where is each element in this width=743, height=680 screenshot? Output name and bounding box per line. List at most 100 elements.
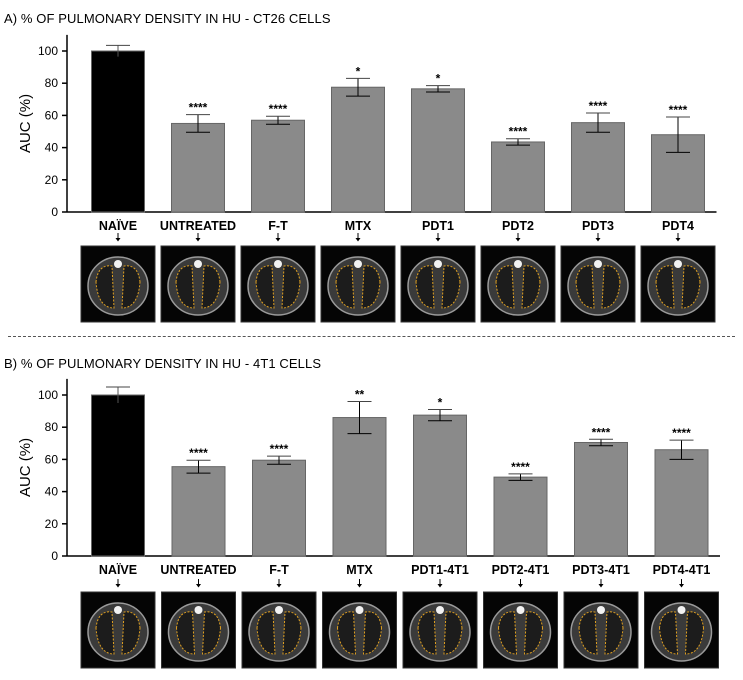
arrowhead-pb-6 [598, 584, 604, 588]
ct-spine-pa-6 [594, 260, 602, 268]
chart-title-b: B) % OF PULMONARY DENSITY IN HU - 4T1 CE… [4, 356, 322, 371]
panel-a: A) % OF PULMONARY DENSITY IN HU - CT26 C… [0, 0, 743, 330]
y-tick-label-pb: 0 [51, 549, 58, 563]
x-tick-label-pa-7: PDT4 [662, 219, 694, 233]
y-axis-label-pa: AUC (%) [17, 94, 34, 153]
x-tick-label-pa-0: NAÏVE [99, 218, 137, 233]
ct-right-lung-pb-2 [282, 611, 302, 655]
arrowhead-pb-1 [196, 584, 201, 588]
arrowhead-pa-5 [515, 238, 521, 242]
ct-left-lung-pb-4 [417, 611, 437, 655]
bar-pb-3 [332, 417, 387, 557]
bar-pb-4 [413, 414, 467, 557]
ct-spine-pb-7 [677, 606, 686, 614]
x-tick-label-pb-0: NAÏVE [99, 562, 137, 577]
y-tick-label-pb: 60 [45, 452, 59, 466]
bar-pb-6 [574, 441, 628, 557]
y-tick-label-pa: 0 [51, 205, 58, 219]
ct-spine-pb-2 [275, 606, 283, 614]
ct-right-lung-pa-5 [521, 265, 541, 309]
ct-spine-pb-6 [597, 606, 605, 614]
ct-spine-pa-2 [274, 260, 282, 268]
ct-right-lung-pb-3 [362, 611, 383, 655]
bar-pa-3 [331, 86, 385, 213]
arrowhead-pb-0 [115, 584, 121, 588]
x-tick-label-pb-5: PDT2-4T1 [492, 563, 550, 577]
ct-left-lung-pa-0 [95, 265, 115, 309]
ct-spine-pa-0 [114, 260, 122, 268]
arrowhead-pb-4 [437, 584, 443, 588]
x-tick-label-pb-3: MTX [346, 563, 373, 577]
ct-right-lung-pa-0 [121, 265, 141, 309]
x-tick-label-pa-2: F-T [268, 219, 288, 233]
ct-left-lung-pa-1 [175, 265, 195, 309]
ct-spine-pa-1 [194, 260, 202, 268]
x-tick-label-pa-1: UNTREATED [160, 219, 236, 233]
panel-divider [8, 336, 735, 337]
arrowhead-pa-0 [115, 238, 121, 242]
ct-left-lung-pa-5 [495, 265, 515, 309]
arrowhead-pa-4 [435, 238, 441, 242]
arrowhead-pa-7 [675, 238, 681, 242]
ct-spine-pa-7 [674, 260, 682, 268]
significance-label-pb-5: **** [511, 460, 530, 474]
ct-spine-pb-0 [114, 606, 122, 614]
significance-label-pa-5: **** [509, 125, 528, 139]
x-tick-label-pb-4: PDT1-4T1 [411, 563, 469, 577]
significance-label-pa-7: **** [669, 103, 688, 117]
y-tick-label-pa: 100 [38, 44, 58, 58]
ct-left-lung-pb-5 [497, 611, 518, 655]
bar-pa-1 [171, 122, 225, 213]
x-tick-label-pb-6: PDT3-4T1 [572, 563, 630, 577]
arrowhead-pb-3 [357, 584, 362, 588]
x-tick-label-pa-6: PDT3 [582, 219, 614, 233]
ct-right-lung-pb-0 [121, 611, 141, 655]
arrowhead-pb-2 [276, 584, 282, 588]
bar-pa-5 [491, 141, 545, 213]
ct-left-lung-pa-2 [255, 265, 275, 309]
arrowhead-pa-2 [275, 238, 281, 242]
bar-pa-0 [91, 50, 145, 213]
ct-right-lung-pb-6 [604, 611, 624, 655]
significance-label-pb-7: **** [672, 426, 691, 440]
significance-label-pb-3: ** [355, 387, 365, 401]
y-tick-label-pa: 80 [45, 76, 59, 90]
y-tick-label-pb: 100 [38, 388, 58, 402]
y-tick-label-pb: 80 [45, 420, 59, 434]
significance-label-pa-3: * [356, 64, 361, 78]
x-tick-label-pa-5: PDT2 [502, 219, 534, 233]
ct-right-lung-pa-7 [681, 265, 701, 309]
bar-pb-5 [493, 476, 548, 557]
y-tick-label-pa: 60 [45, 108, 59, 122]
bar-pb-1 [171, 466, 226, 557]
bar-pa-6 [571, 122, 625, 213]
ct-left-lung-pb-2 [256, 611, 276, 655]
ct-right-lung-pb-4 [443, 611, 463, 655]
bar-pb-7 [654, 449, 709, 557]
bar-pb-0 [91, 394, 145, 557]
ct-left-lung-pa-3 [335, 265, 355, 309]
ct-left-lung-pa-4 [415, 265, 435, 309]
ct-left-lung-pa-7 [655, 265, 675, 309]
ct-left-lung-pb-1 [175, 611, 196, 655]
ct-spine-pb-3 [355, 606, 364, 614]
arrowhead-pa-1 [195, 238, 201, 242]
significance-label-pa-1: **** [189, 101, 208, 115]
x-tick-label-pb-7: PDT4-4T1 [653, 563, 711, 577]
bar-pb-2 [252, 459, 306, 557]
significance-label-pb-2: **** [270, 442, 289, 456]
ct-right-lung-pa-4 [441, 265, 461, 309]
arrowhead-pa-6 [595, 238, 601, 242]
bar-pa-4 [411, 88, 465, 213]
significance-label-pa-2: **** [269, 102, 288, 116]
ct-right-lung-pb-7 [684, 611, 705, 655]
y-tick-label-pb: 20 [45, 517, 59, 531]
ct-left-lung-pb-6 [578, 611, 598, 655]
arrowhead-pb-5 [518, 584, 523, 588]
ct-right-lung-pb-5 [523, 611, 544, 655]
x-tick-label-pa-3: MTX [345, 219, 372, 233]
ct-spine-pa-3 [354, 260, 362, 268]
ct-right-lung-pa-2 [281, 265, 301, 309]
